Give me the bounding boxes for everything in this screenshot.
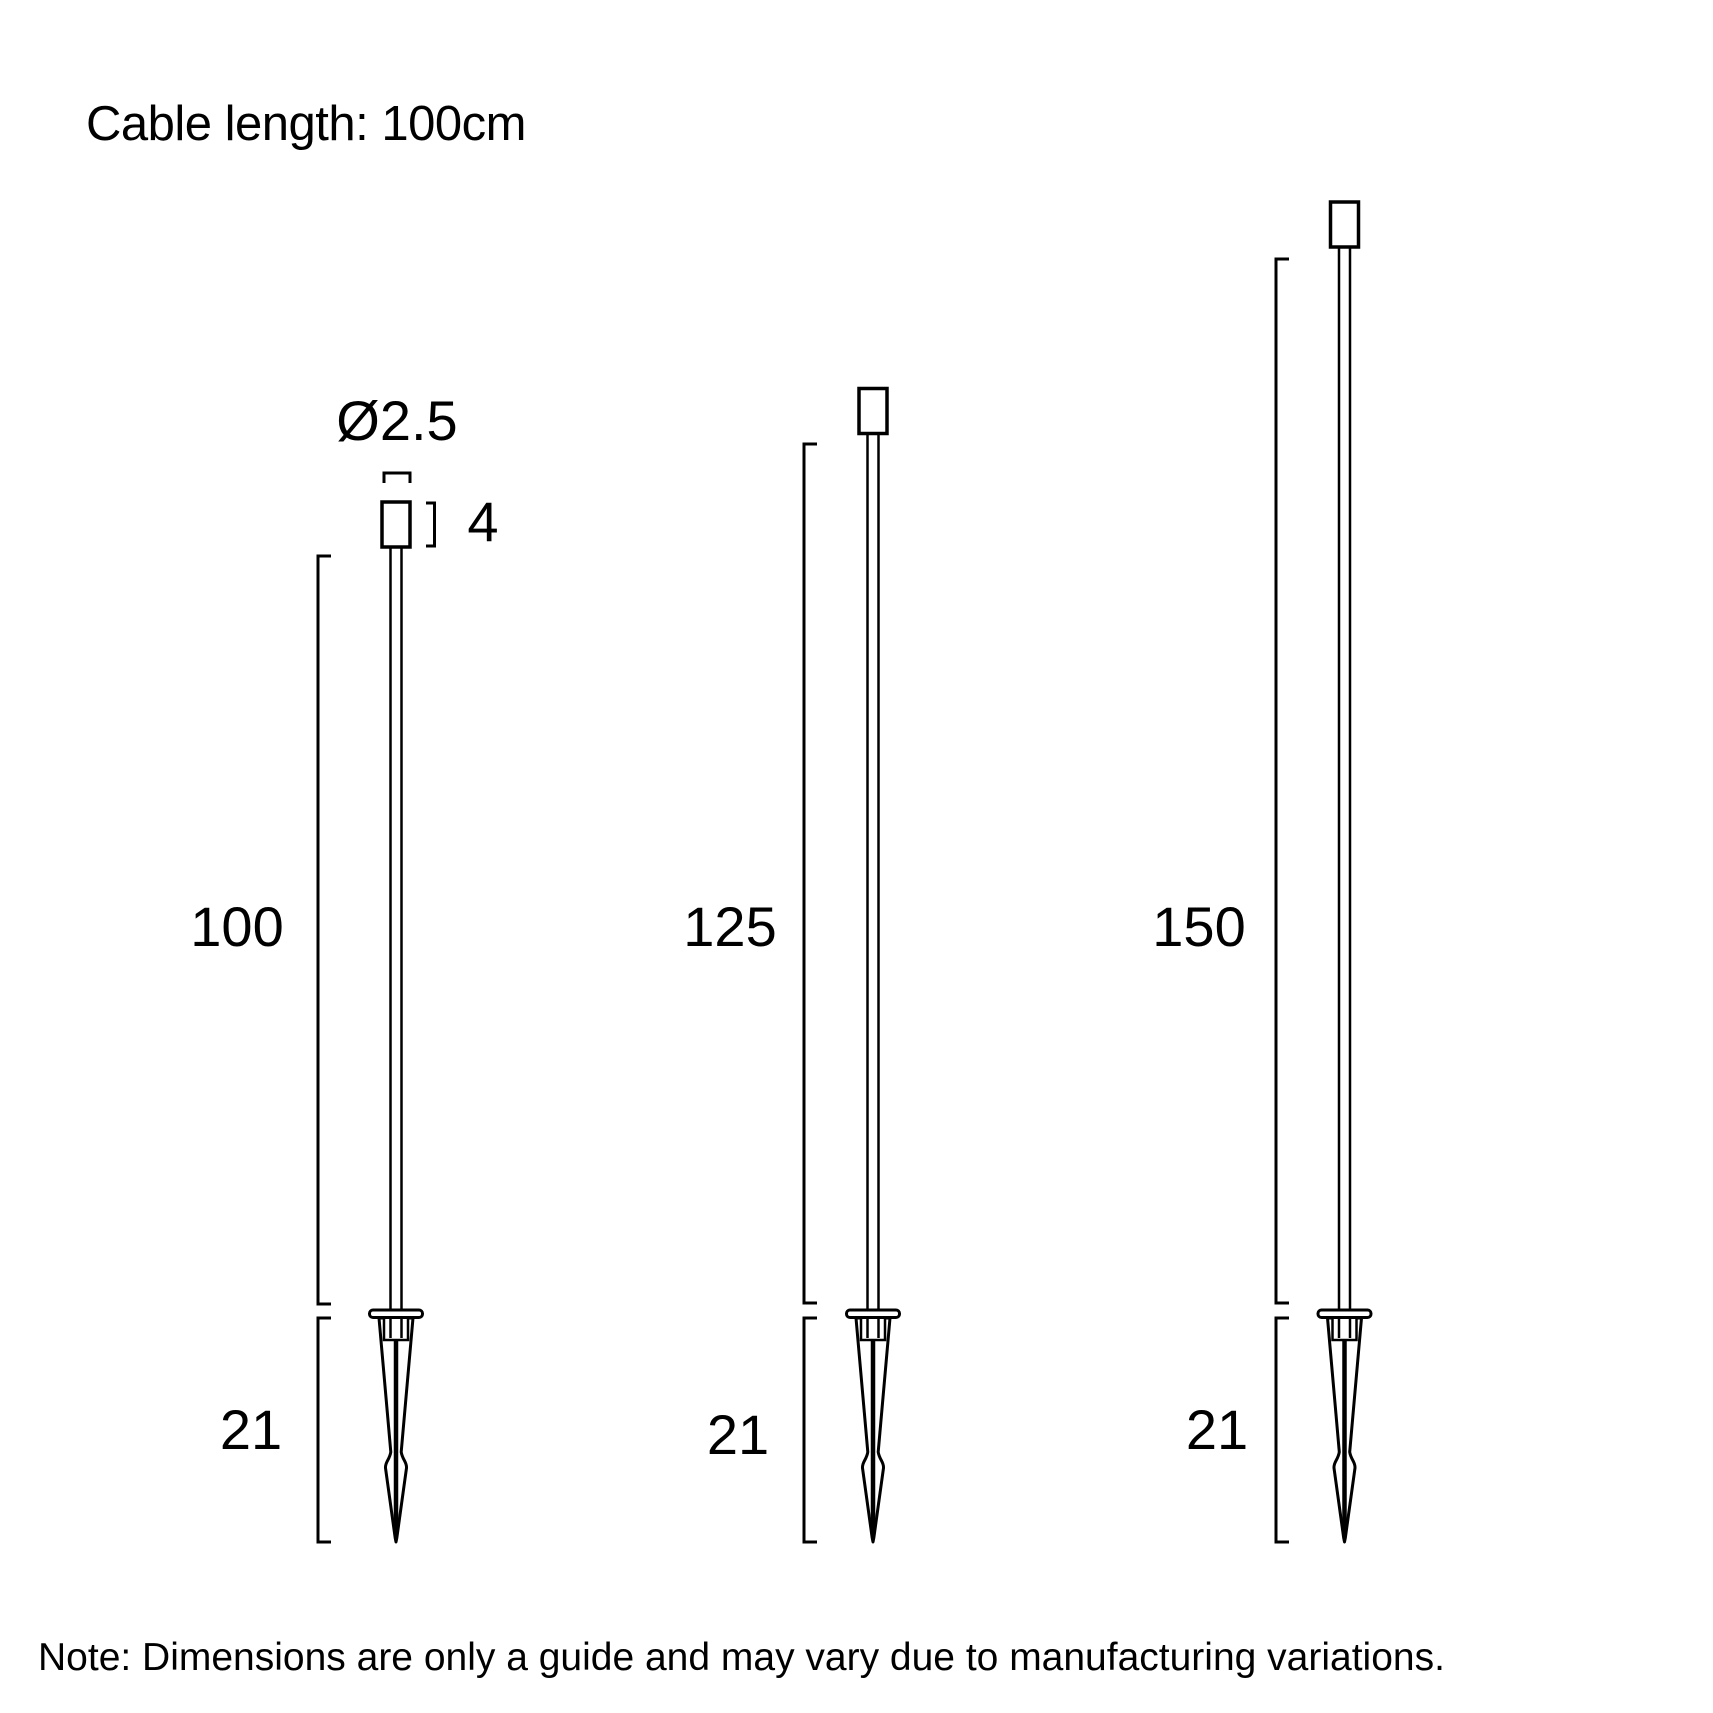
dim-bracket-height-125 bbox=[802, 442, 817, 1305]
height-label-150: 150 bbox=[1152, 895, 1246, 958]
spike-length-label-100: 21 bbox=[219, 1398, 283, 1461]
height-label-125: 125 bbox=[683, 895, 777, 958]
dim-bracket-spike-100 bbox=[316, 1316, 331, 1544]
stake-125-drawing bbox=[847, 386, 900, 1543]
note-text: Note: Dimensions are only a guide and ma… bbox=[38, 1636, 1445, 1679]
stake-cap bbox=[380, 500, 412, 549]
dim-bracket-diameter bbox=[382, 471, 412, 483]
stake-100-drawing bbox=[370, 500, 423, 1542]
dim-bracket-height-150 bbox=[1274, 257, 1289, 1305]
spike-length-label-125: 21 bbox=[706, 1403, 770, 1466]
ground-spike bbox=[1318, 1310, 1371, 1542]
diameter-label: Ø2.5 bbox=[336, 389, 458, 452]
stake-150-drawing bbox=[1318, 200, 1371, 1542]
cable-length-title: Cable length: 100cm bbox=[86, 97, 526, 151]
height-label-100: 100 bbox=[190, 895, 284, 958]
dim-bracket-height-100 bbox=[316, 554, 331, 1306]
dim-bracket-cap-height bbox=[426, 501, 436, 548]
dim-bracket-spike-125 bbox=[802, 1316, 817, 1544]
dim-bracket-spike-150 bbox=[1274, 1316, 1289, 1544]
ground-spike bbox=[370, 1310, 423, 1542]
ground-spike bbox=[847, 1310, 900, 1542]
stake-cap bbox=[857, 386, 889, 436]
stake-cap bbox=[1328, 200, 1361, 249]
cap-height-label: 4 bbox=[467, 490, 499, 553]
spike-length-label-150: 21 bbox=[1185, 1398, 1249, 1461]
